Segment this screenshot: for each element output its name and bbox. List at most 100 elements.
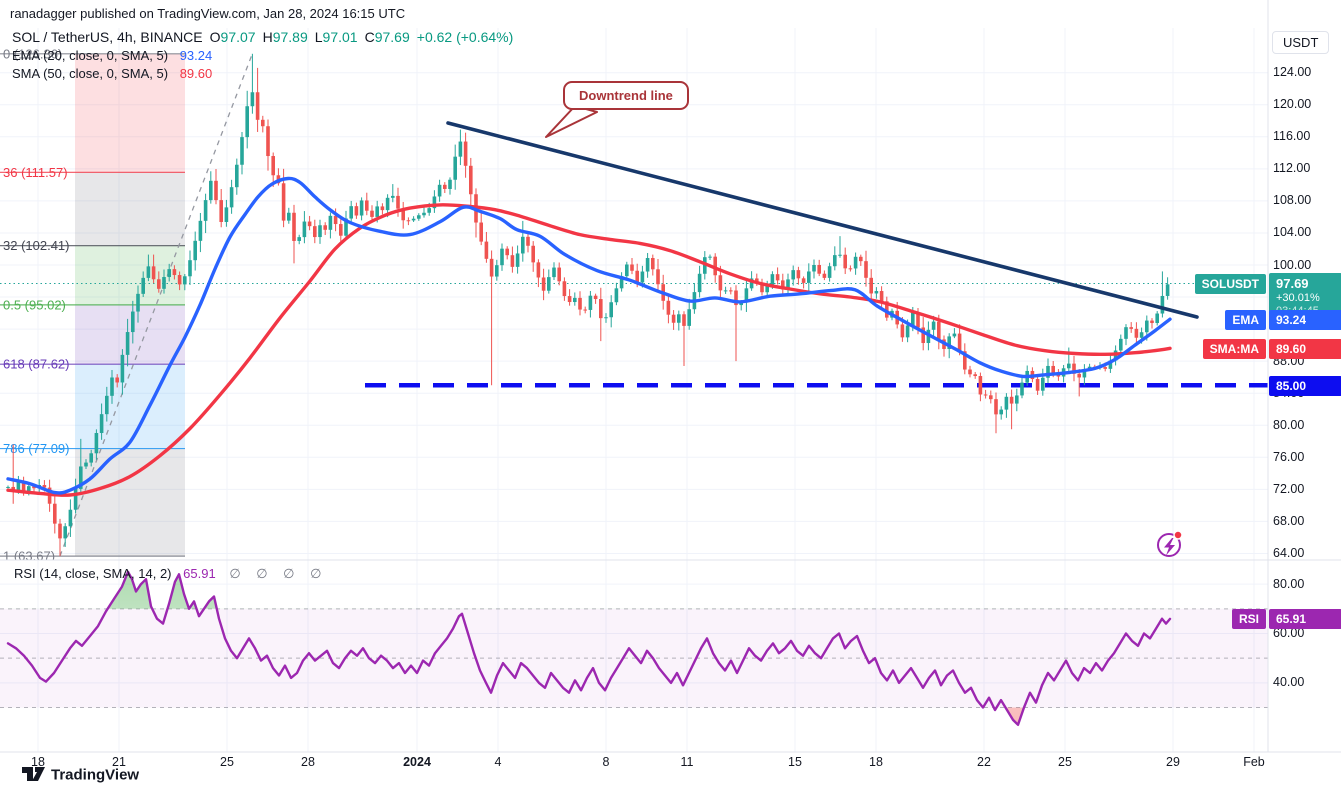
candle-body bbox=[885, 301, 889, 318]
rsi-axis-label: 65.91 bbox=[1269, 609, 1341, 630]
candle-body bbox=[1103, 367, 1107, 369]
candle-body bbox=[151, 266, 156, 280]
candle-body bbox=[937, 321, 941, 340]
candle-body bbox=[807, 271, 811, 283]
currency-toggle-button[interactable]: USDT bbox=[1272, 31, 1330, 54]
candle-body bbox=[619, 276, 624, 289]
price-tick-label: 120.00 bbox=[1273, 97, 1312, 112]
ohlc-item: L97.01 bbox=[315, 29, 358, 45]
ema20-line[interactable] bbox=[6, 176, 1172, 495]
candle-body bbox=[380, 206, 385, 211]
candle-body bbox=[911, 311, 915, 326]
sma50-line[interactable] bbox=[6, 203, 1172, 497]
candle-body bbox=[245, 106, 249, 138]
candle-body bbox=[183, 276, 187, 285]
candle-body bbox=[968, 369, 972, 375]
candle-body bbox=[146, 266, 151, 278]
candle-body bbox=[578, 297, 582, 310]
candle-body bbox=[297, 237, 301, 241]
candle-body bbox=[536, 262, 541, 278]
fib-band bbox=[75, 304, 185, 365]
time-tick-label: 11 bbox=[680, 755, 694, 769]
price-tick-label: 76.00 bbox=[1273, 449, 1305, 464]
rsi-legend-row[interactable]: RSI (14, close, SMA, 14, 2) 65.91 ∅ ∅ ∅ … bbox=[14, 566, 327, 582]
candle-body bbox=[562, 281, 567, 297]
candle-body bbox=[1129, 327, 1133, 329]
candle-body bbox=[817, 265, 821, 274]
candle-body bbox=[68, 509, 73, 527]
tradingview-logo[interactable]: TradingView bbox=[22, 767, 139, 784]
candle-body bbox=[983, 394, 988, 396]
fib-band bbox=[75, 172, 185, 246]
candle-body bbox=[375, 206, 379, 217]
fib-band bbox=[75, 53, 185, 173]
candle-body bbox=[359, 200, 364, 216]
candle-body bbox=[812, 265, 816, 272]
downtrend-callout[interactable]: Downtrend line bbox=[563, 81, 689, 110]
time-tick-label: Feb bbox=[1243, 755, 1265, 769]
candle-body bbox=[235, 164, 239, 188]
fib-level-label: 618 (87.62) bbox=[3, 357, 70, 372]
candle-body bbox=[656, 269, 660, 285]
boost-icon[interactable] bbox=[1157, 530, 1183, 557]
candle-body bbox=[219, 200, 223, 222]
candle-body bbox=[931, 321, 936, 330]
candle-body bbox=[432, 196, 437, 209]
candle-body bbox=[833, 255, 837, 267]
candle-body bbox=[640, 271, 645, 283]
candle-body bbox=[292, 212, 296, 241]
time-tick-label: 2024 bbox=[403, 755, 431, 769]
candle-body bbox=[526, 236, 530, 246]
candle-body bbox=[1145, 320, 1149, 333]
candle-body bbox=[188, 260, 192, 277]
candle-body bbox=[16, 482, 21, 491]
time-tick-label: 21 bbox=[112, 755, 126, 769]
candle-body bbox=[1139, 332, 1144, 338]
sma-legend-row[interactable]: SMA (50, close, 0, SMA, 5) 89.60 bbox=[12, 67, 513, 80]
candle-body bbox=[588, 295, 593, 310]
candle-body bbox=[313, 226, 317, 238]
rsi-line[interactable] bbox=[6, 570, 1172, 726]
candle-body bbox=[99, 414, 104, 434]
candle-body bbox=[921, 327, 925, 344]
downtrend-line[interactable] bbox=[446, 121, 1199, 319]
candle-body bbox=[21, 482, 26, 492]
candle-body bbox=[391, 195, 395, 198]
candle-body bbox=[365, 200, 369, 211]
price-tick-label: 64.00 bbox=[1273, 545, 1305, 560]
candle-body bbox=[136, 293, 140, 312]
candle-body bbox=[224, 207, 229, 222]
fib-band bbox=[75, 245, 185, 305]
candle-body bbox=[531, 245, 535, 263]
price-tick-label: 100.00 bbox=[1273, 257, 1312, 272]
candle-body bbox=[89, 453, 93, 463]
time-tick-label: 18 bbox=[31, 755, 45, 769]
sma-axis-label: 89.60 bbox=[1269, 338, 1341, 359]
candle-body bbox=[521, 236, 525, 254]
candle-body bbox=[734, 290, 738, 306]
symbol-title: SOL / TetherUS, 4h, BINANCE bbox=[12, 29, 203, 45]
candle-body bbox=[916, 311, 920, 328]
candle-body bbox=[463, 141, 468, 166]
time-tick-label: 4 bbox=[494, 755, 502, 769]
tv-logo-glyph bbox=[32, 767, 45, 781]
ema-axis-label: 93.24 bbox=[1269, 309, 1341, 330]
fib-retracement[interactable]: 0 (126.36) 36 (111.57) 32 (102.41) 0.5 (95.… bbox=[0, 46, 254, 563]
candle-body bbox=[859, 256, 863, 262]
notification-dot bbox=[1173, 530, 1183, 540]
candle-body bbox=[1004, 396, 1009, 410]
ohlc-key: H bbox=[262, 29, 273, 45]
candle-body bbox=[396, 195, 400, 209]
candle-body bbox=[697, 273, 702, 293]
candle-body bbox=[708, 256, 712, 258]
symbol-row[interactable]: SOL / TetherUS, 4h, BINANCE O97.07 H97.89 L… bbox=[12, 30, 513, 44]
candle-body bbox=[1015, 395, 1019, 404]
rsi-pane bbox=[0, 570, 1268, 726]
candle-body bbox=[905, 325, 910, 338]
candle-body bbox=[682, 314, 686, 326]
candle-body bbox=[838, 254, 842, 256]
candle-body bbox=[214, 180, 218, 201]
candle-body bbox=[999, 409, 1003, 415]
ema-legend-row[interactable]: EMA (20, close, 0, SMA, 5) 93.24 bbox=[12, 49, 513, 62]
